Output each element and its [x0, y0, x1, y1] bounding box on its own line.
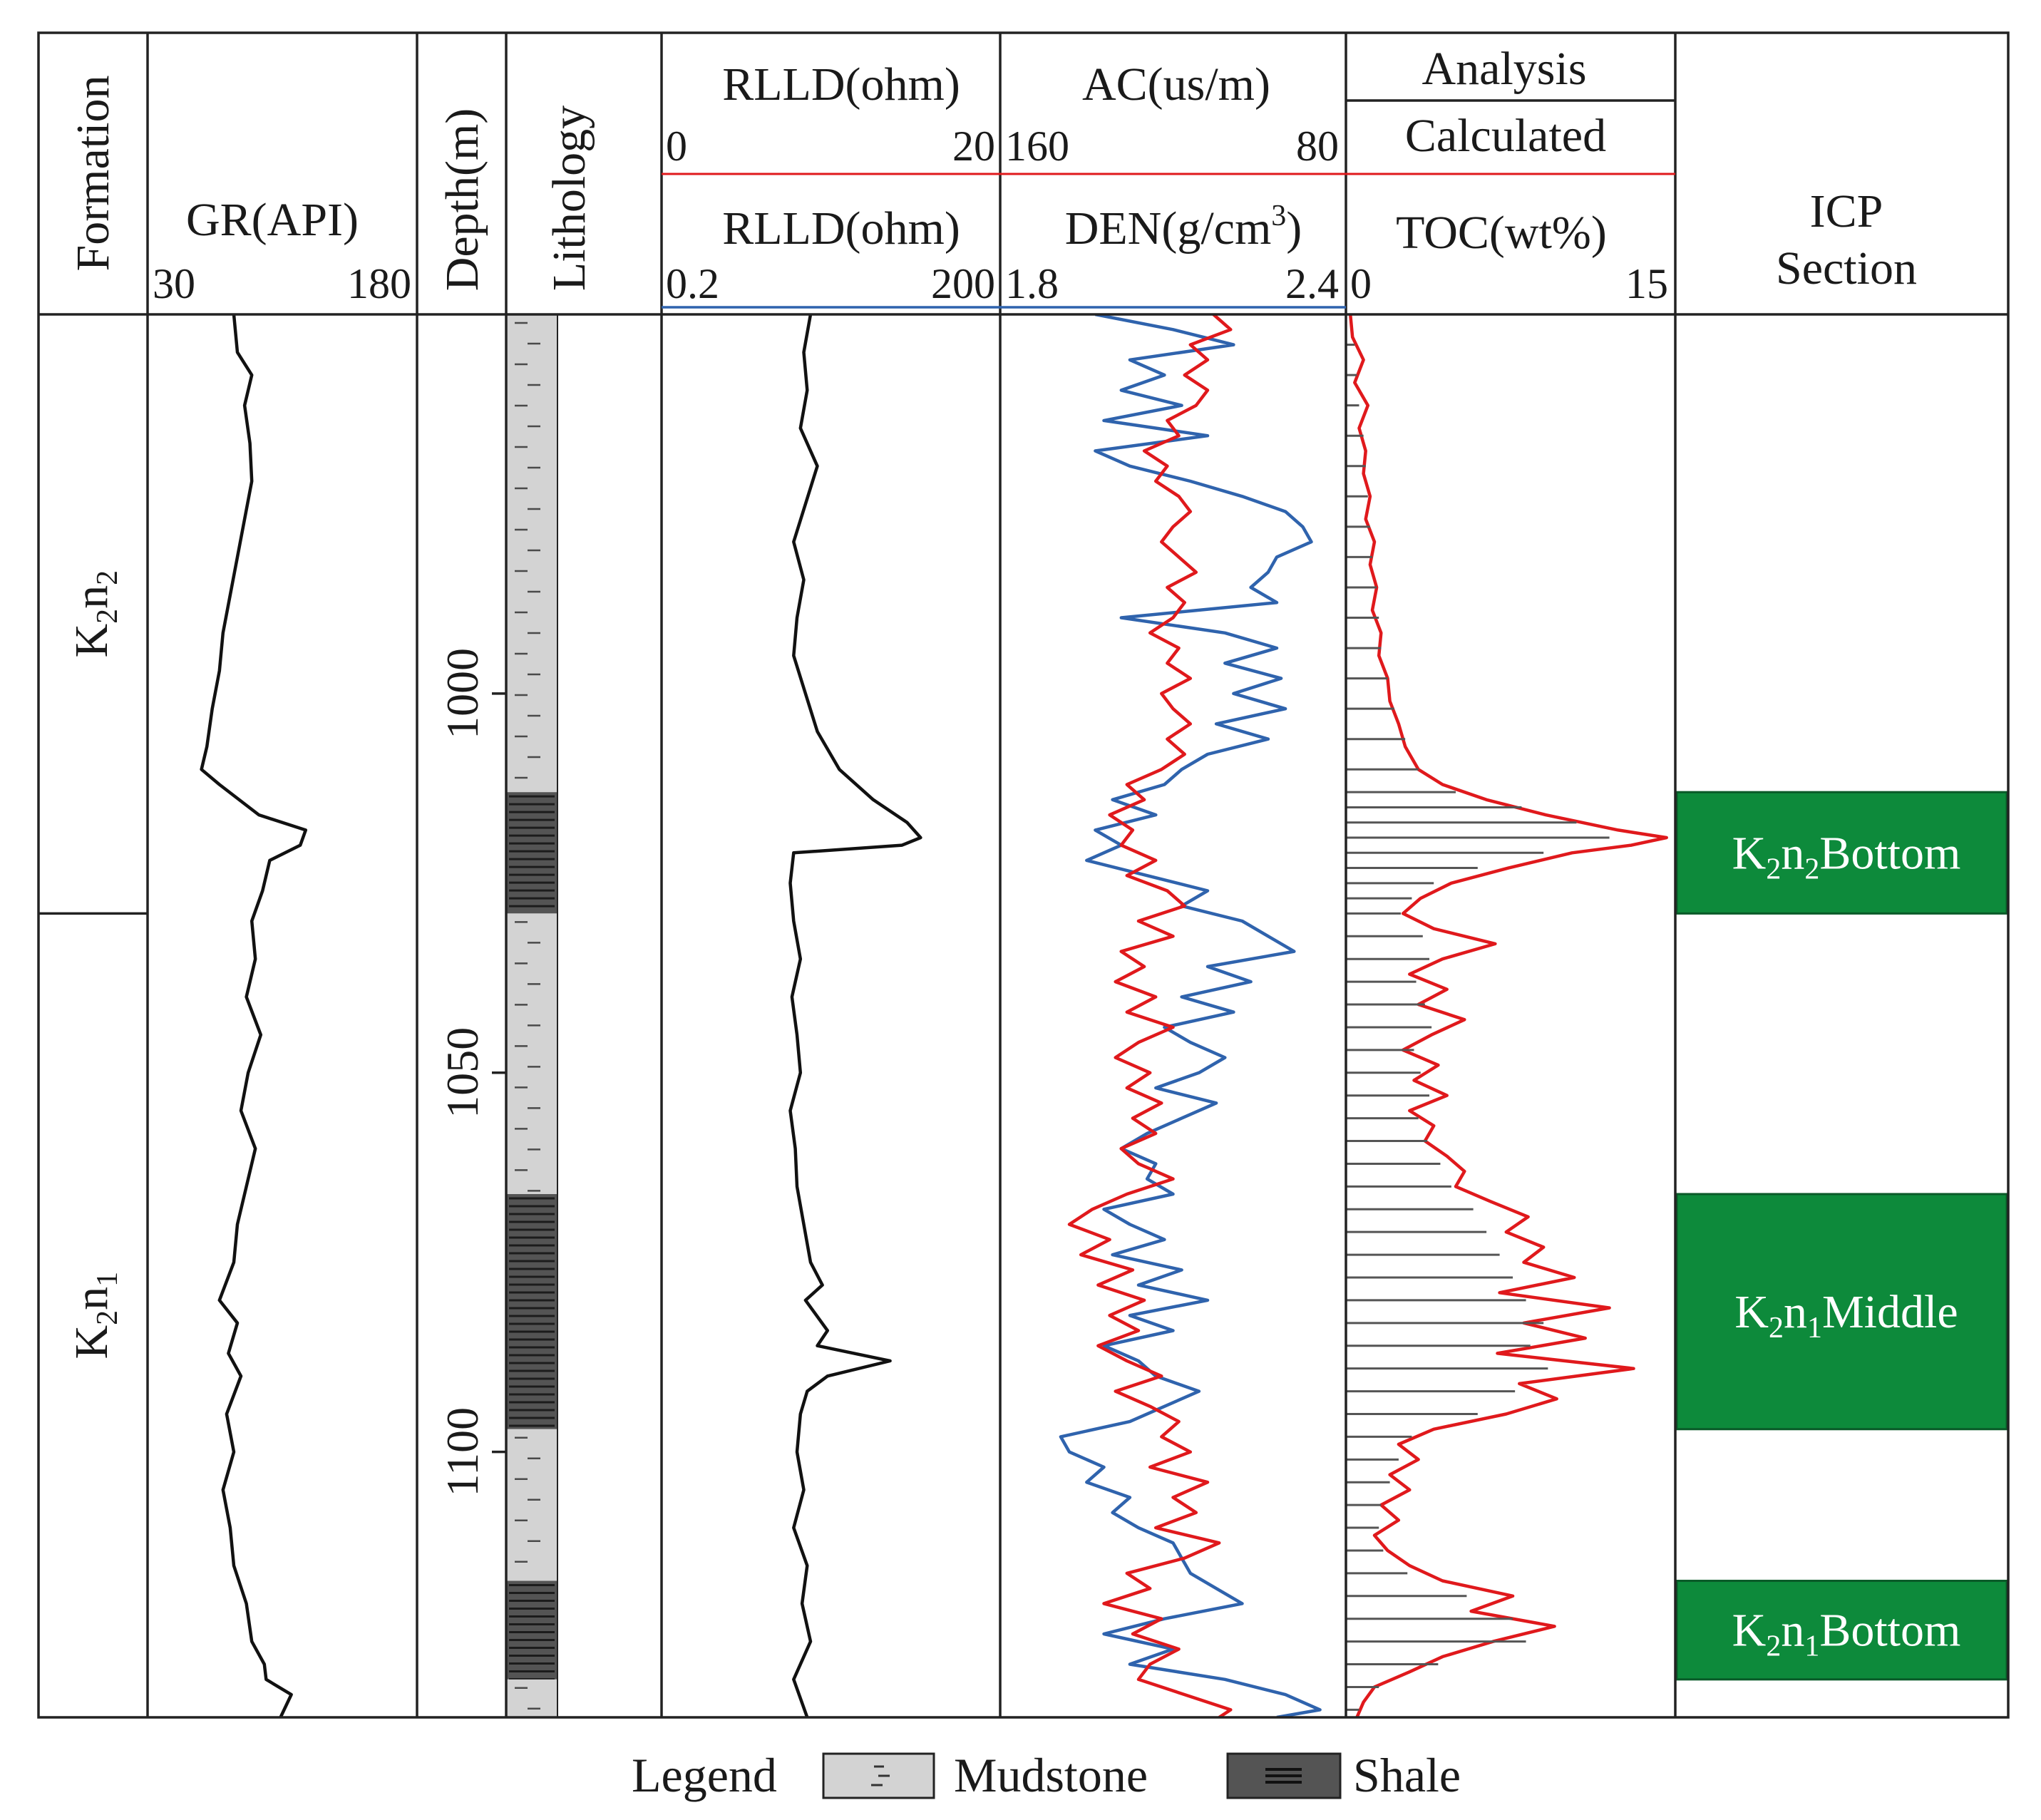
series-acden-red: [1067, 314, 1233, 1717]
series-toc-black: [1346, 314, 1610, 1711]
gr-title: GR(API): [186, 194, 359, 246]
legend-shale-label: Shale: [1353, 1748, 1461, 1802]
toc-max-label: 15: [1625, 260, 1668, 307]
ac-min-label: 160: [1005, 123, 1069, 170]
rlld-bottom-title: RLLD(ohm): [722, 202, 960, 255]
formation-label: K2n2: [66, 570, 124, 658]
lithology-mudstone: [506, 913, 557, 1194]
ac-title: AC(us/m): [1082, 58, 1270, 110]
toc-calculated-label: Calculated: [1405, 110, 1606, 162]
icp-section-box: [1675, 1580, 2008, 1681]
toc-analysis-label: Analysis: [1422, 43, 1587, 95]
curve-ac-us-m-: [1059, 314, 1322, 1717]
series-rlld-black: [788, 314, 922, 1717]
lithology-mudstone: [506, 1679, 557, 1717]
ac-max-label: 80: [1296, 123, 1339, 170]
lithology-shale: [506, 1193, 557, 1429]
lithology-column: [506, 314, 558, 1717]
log-curves: [200, 314, 1668, 1717]
lithology-mudstone: [506, 1429, 557, 1581]
legend: Legend Mudstone Shale: [632, 1748, 1461, 1802]
formation-label: K2n1: [66, 1272, 124, 1359]
lithology-mudstone: [506, 314, 557, 793]
formation-header: Formation: [67, 76, 119, 272]
lithology-shale: [506, 1580, 557, 1680]
depth-tick-label: 1050: [437, 1027, 488, 1119]
depth-tick-label: 1100: [437, 1407, 488, 1497]
lithology-shale: [506, 792, 557, 914]
formation-column: K2n2 K2n1: [38, 570, 148, 1359]
icp-section-box: [1675, 1193, 2008, 1431]
rlld-top-max-label: 20: [952, 123, 995, 170]
series-gr-black: [200, 314, 308, 1717]
den-max-label: 2.4: [1285, 260, 1339, 307]
curve-den-g-cm3-: [1067, 314, 1233, 1717]
toc-title: TOC(wt%): [1396, 207, 1607, 259]
depth-header: Depth(m): [436, 108, 488, 292]
rlld-top-min-label: 0: [666, 123, 687, 170]
legend-mudstone-label: Mudstone: [954, 1748, 1148, 1802]
den-min-label: 1.8: [1005, 260, 1059, 307]
icp-header-line1: ICP: [1810, 185, 1883, 237]
icp-section-label: K2n2Bottom: [1732, 827, 1961, 885]
series-toc-red: [1348, 314, 1668, 1717]
depth-tick-label: 1000: [437, 648, 488, 739]
chart-frame: [37, 31, 2010, 1719]
icp-section-column: K2n2Bottom K2n1Middle K2n1Bottom: [1675, 791, 2008, 1681]
rlld-bottom-min-label: 0.2: [666, 260, 719, 307]
icp-section-box: [1675, 791, 2008, 915]
curve-gr-api-: [200, 314, 308, 1717]
legend-title: Legend: [632, 1748, 777, 1802]
curve-toc-calculated-wt-: [1348, 314, 1668, 1717]
toc-min-label: 0: [1350, 260, 1372, 307]
depth-axis: 1000 1050 1100: [437, 648, 506, 1497]
gr-max-label: 180: [347, 260, 411, 307]
lithology-header: Lithology: [543, 106, 595, 291]
gr-min-label: 30: [153, 260, 195, 307]
den-title: DEN(g/cm3): [1065, 200, 1302, 255]
series-acden-blue: [1059, 314, 1322, 1717]
rlld-top-title: RLLD(ohm): [722, 58, 960, 110]
rlld-bottom-max-label: 200: [931, 260, 995, 307]
icp-section-label: K2n1Bottom: [1732, 1605, 1961, 1663]
icp-header-line2: Section: [1776, 242, 1917, 294]
icp-section-label: K2n1Middle: [1734, 1286, 1958, 1345]
curve-rlld-ohm-: [788, 314, 922, 1717]
